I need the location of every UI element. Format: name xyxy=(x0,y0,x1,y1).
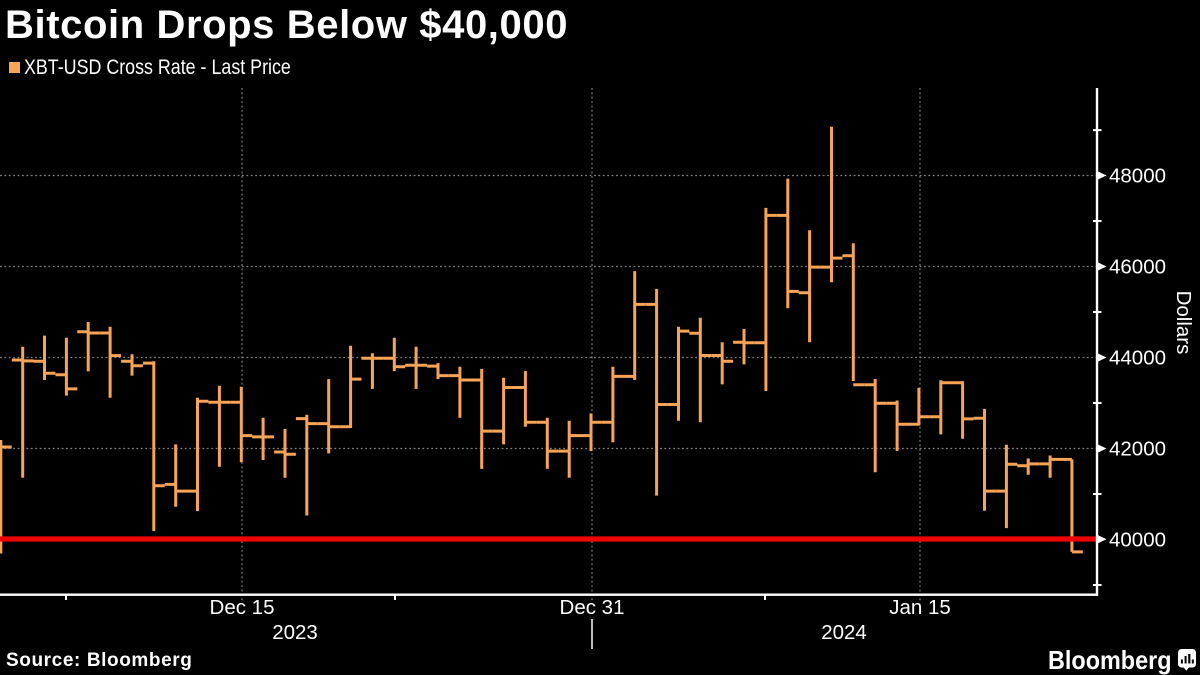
svg-text:Jan 15: Jan 15 xyxy=(889,596,951,619)
svg-text:46000: 46000 xyxy=(1109,256,1166,279)
svg-text:Dec 31: Dec 31 xyxy=(560,596,625,619)
svg-text:44000: 44000 xyxy=(1109,347,1166,370)
svg-text:42000: 42000 xyxy=(1109,438,1166,461)
svg-text:40000: 40000 xyxy=(1109,529,1166,552)
svg-text:48000: 48000 xyxy=(1109,165,1166,188)
svg-text:2023: 2023 xyxy=(272,621,318,644)
svg-text:Dollars: Dollars xyxy=(1172,291,1195,355)
svg-text:2024: 2024 xyxy=(821,621,867,644)
svg-text:Dec 15: Dec 15 xyxy=(210,596,275,619)
